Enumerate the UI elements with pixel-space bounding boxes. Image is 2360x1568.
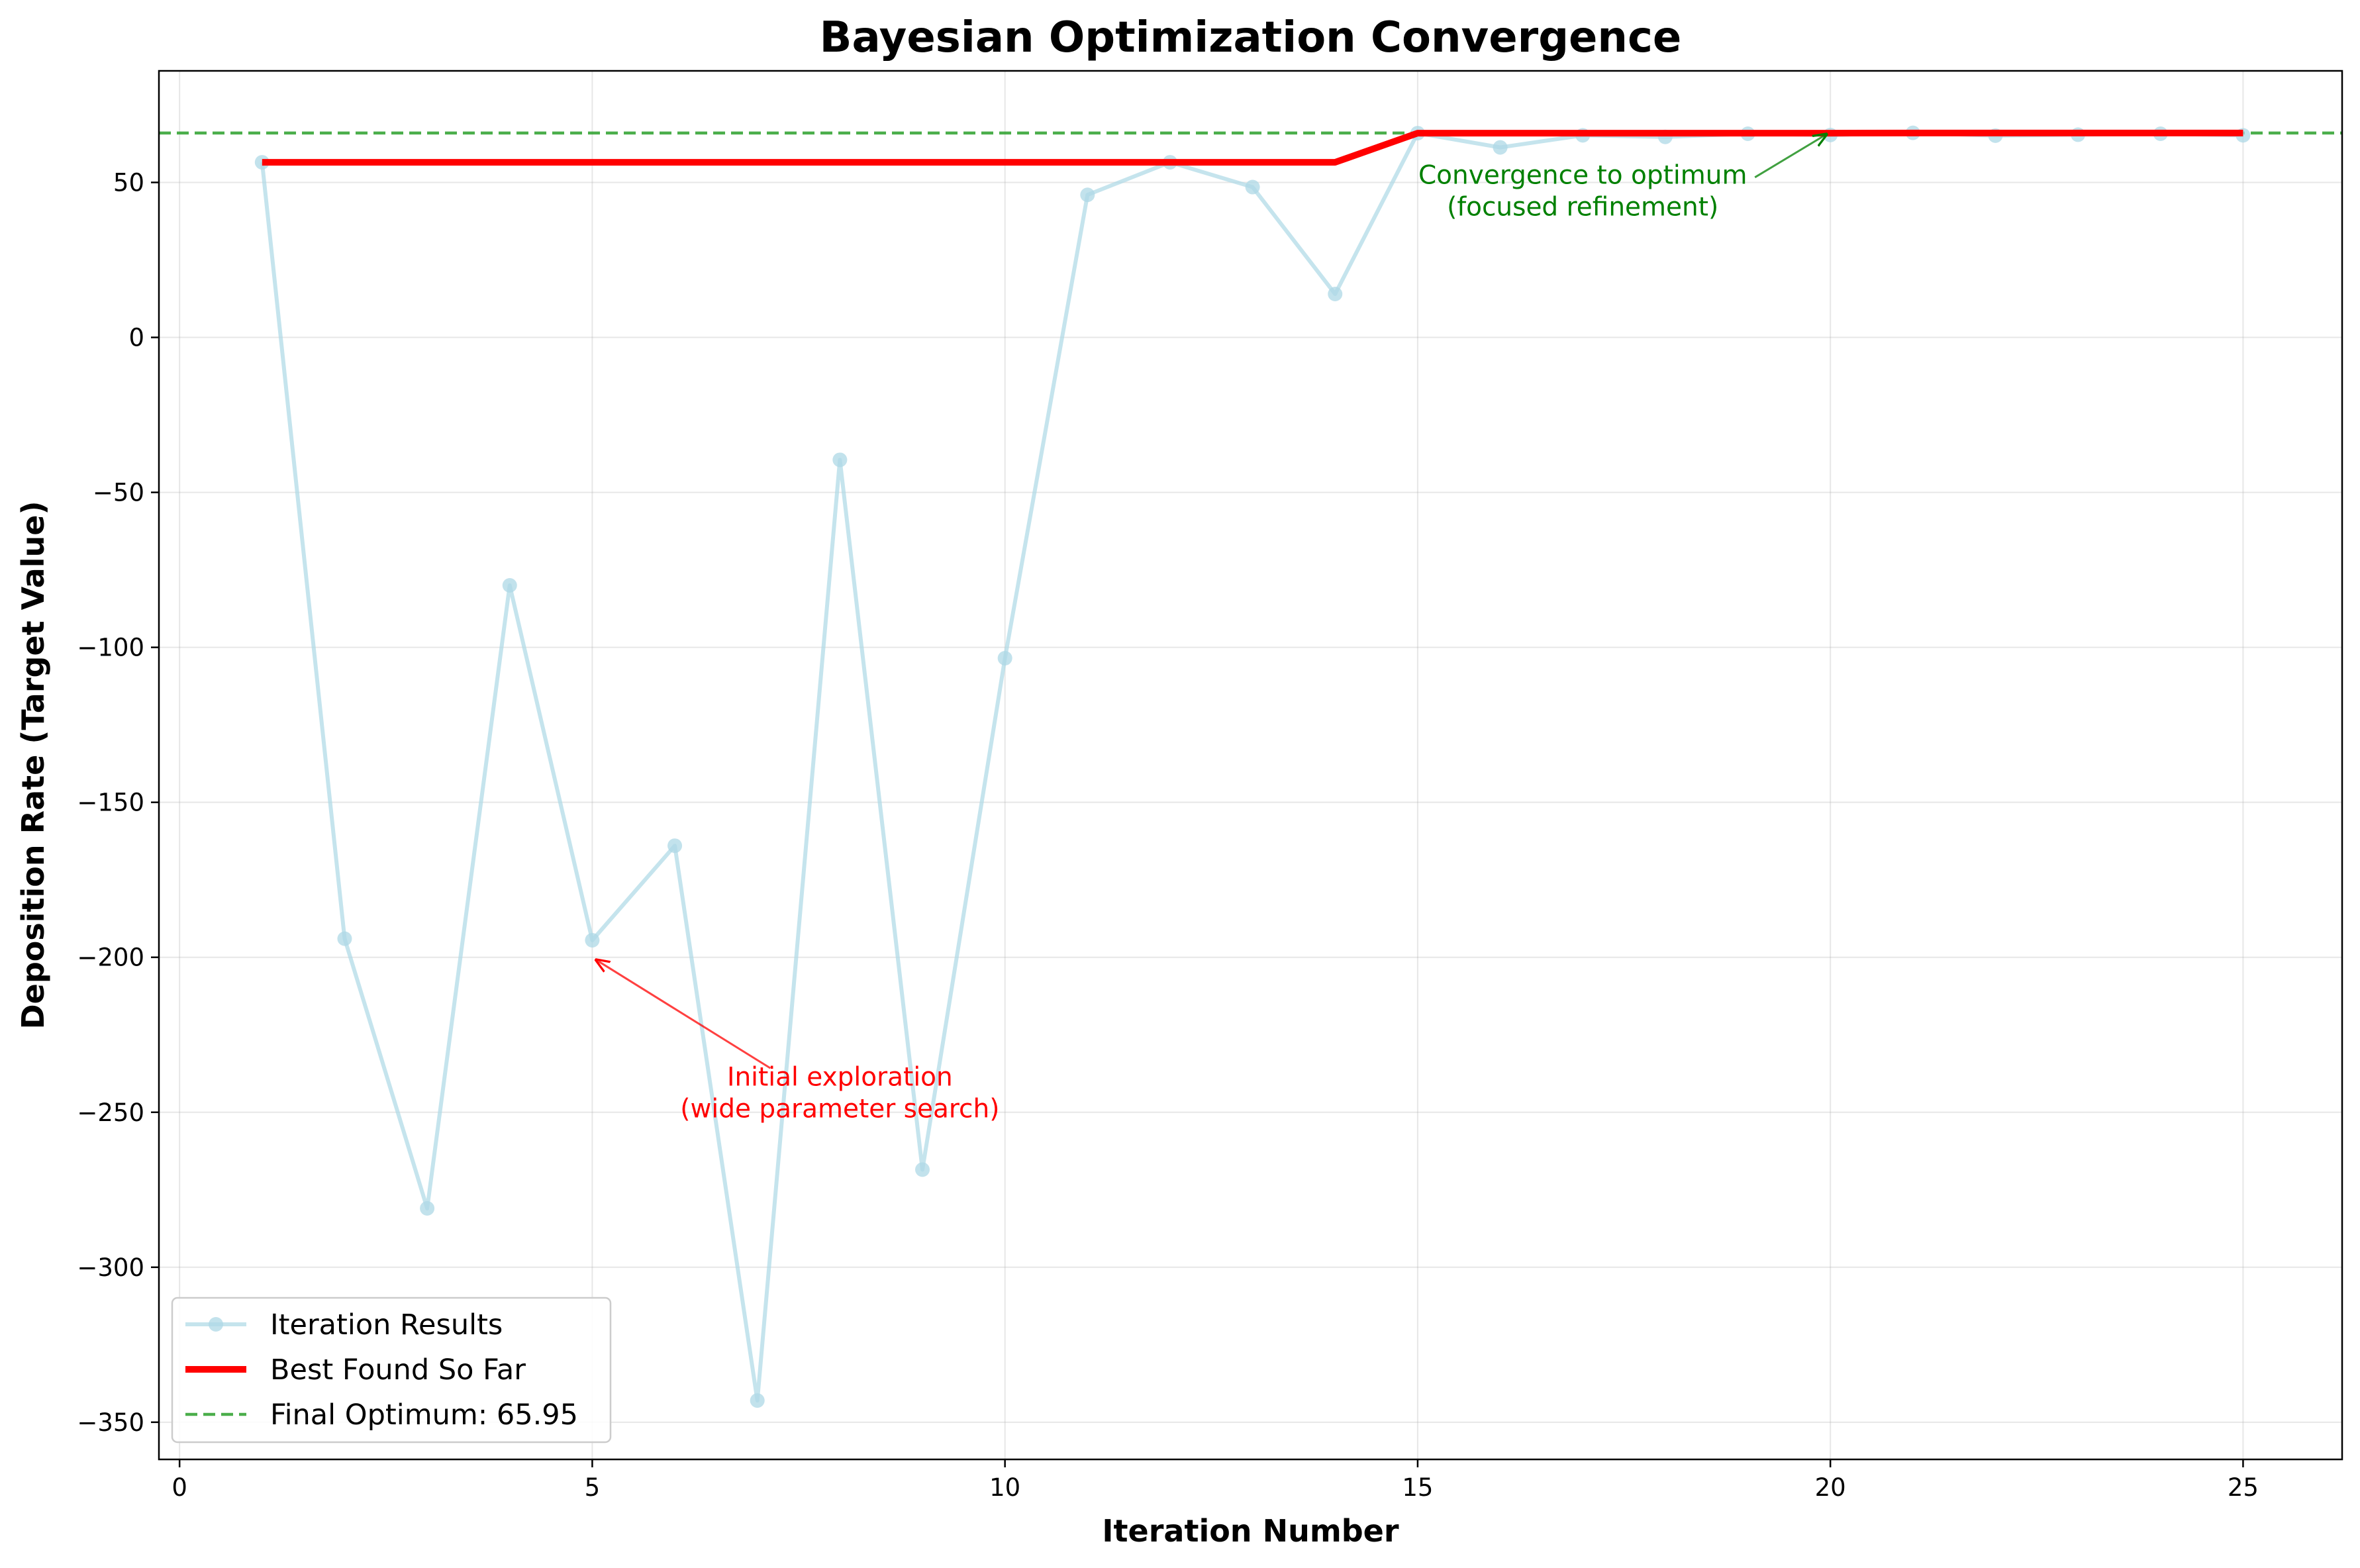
y-tick-label: −150 [77, 789, 144, 817]
x-tick-label: 15 [1402, 1473, 1433, 1502]
iteration-result-point [585, 932, 600, 948]
chart-title: Bayesian Optimization Convergence [820, 13, 1682, 62]
iteration-result-point [420, 1200, 435, 1216]
plot-area-frame [158, 70, 2343, 1461]
iteration-result-point [832, 452, 848, 467]
y-tick-label: −350 [77, 1408, 144, 1437]
annotations: Initial exploration(wide parameter searc… [596, 134, 1826, 1124]
iteration-result-point [1493, 140, 1508, 155]
iteration-result-point [337, 931, 352, 946]
x-tick-label: 0 [172, 1473, 187, 1502]
legend-label: Best Found So Far [270, 1353, 526, 1387]
y-tick-label: −300 [77, 1253, 144, 1282]
y-tick-label: −50 [93, 479, 144, 507]
legend-label: Final Optimum: 65.95 [270, 1398, 578, 1432]
y-tick-label: 0 [128, 324, 144, 352]
best-found-line [262, 129, 2243, 166]
iteration-result-point [1245, 179, 1260, 195]
iteration-result-point [667, 838, 683, 854]
y-tick-label: −100 [77, 634, 144, 662]
iteration-result-point [1080, 187, 1095, 203]
y-axis-title: Deposition Rate (Target Value) [15, 501, 51, 1029]
iteration-result-point [1328, 287, 1343, 302]
annotation-text: Convergence to optimum [1418, 160, 1747, 190]
legend-box [171, 1297, 612, 1444]
annotation-arrow [596, 960, 771, 1069]
x-tick-label: 25 [2228, 1473, 2259, 1502]
annotation-text: (focused refinement) [1447, 192, 1718, 222]
iteration-result-point [750, 1393, 765, 1408]
annotation-arrow [1754, 134, 1826, 179]
iteration-result-point [997, 651, 1012, 666]
legend-label: Iteration Results [270, 1308, 503, 1342]
annotation-text: (wide parameter search) [680, 1095, 999, 1124]
x-tick-label: 10 [989, 1473, 1020, 1502]
y-tick-label: 50 [113, 169, 144, 197]
legend-handle-iteration-marker [209, 1317, 223, 1332]
x-axis-title: Iteration Number [1102, 1513, 1399, 1549]
iteration-result-point [502, 578, 517, 593]
y-tick-label: −250 [77, 1099, 144, 1127]
x-tick-label: 20 [1815, 1473, 1846, 1502]
axis-ticks: 0 5 10 15 20 25 −350 −300 −250 −200 −150 −100 −50 0 50 [77, 169, 2259, 1502]
annotation-text: Initial exploration [727, 1063, 953, 1093]
iteration-result-point [915, 1162, 930, 1177]
y-tick-label: −200 [77, 944, 144, 972]
legend: Iteration Results Best Found So Far Final … [171, 1297, 612, 1444]
data-series [159, 125, 2342, 1408]
x-tick-label: 5 [585, 1473, 601, 1502]
